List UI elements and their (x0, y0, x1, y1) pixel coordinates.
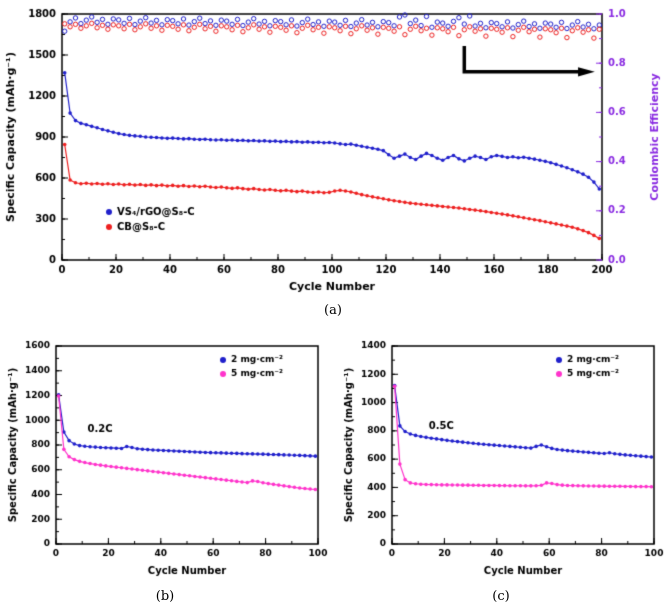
panel-b: (b) (2, 338, 328, 606)
panel-c-chart (338, 338, 664, 586)
bottom-row: (b) (c) (0, 338, 666, 606)
panel-a-label: (a) (324, 303, 342, 318)
panel-c: (c) (338, 338, 664, 606)
panel-a-chart (0, 4, 666, 300)
panel-c-label: (c) (492, 589, 510, 604)
panel-b-chart (2, 338, 328, 586)
panel-b-label: (b) (155, 589, 175, 604)
panel-a: (a) (0, 4, 666, 318)
